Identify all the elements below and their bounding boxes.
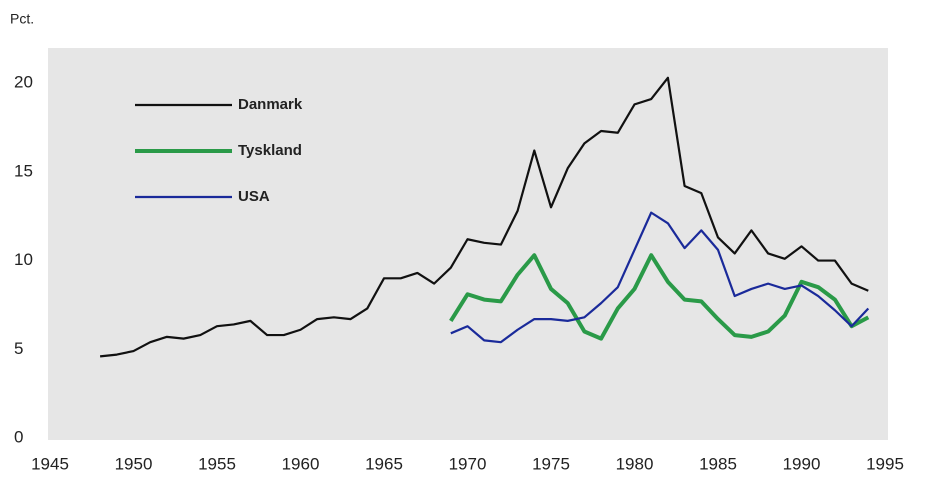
x-tick-label: 1990: [783, 454, 821, 473]
x-tick-label: 1965: [365, 454, 403, 473]
x-tick-label: 1950: [115, 454, 153, 473]
legend-label: Tyskland: [238, 142, 302, 159]
y-axis-label: Pct.: [10, 11, 34, 27]
y-tick-label: 10: [14, 250, 33, 269]
x-tick-label: 1970: [449, 454, 487, 473]
x-tick-label: 1960: [282, 454, 320, 473]
line: [99, 76, 869, 358]
legend-label: USA: [238, 188, 270, 205]
x-tick-label: 1975: [532, 454, 570, 473]
x-tick-label: 1985: [699, 454, 737, 473]
plot-background: [48, 48, 888, 440]
x-tick-label: 1945: [31, 454, 69, 473]
y-tick-label: 0: [14, 427, 23, 446]
y-tick-label: 20: [14, 73, 33, 92]
x-tick-label: 1980: [616, 454, 654, 473]
y-tick-label: 5: [14, 339, 23, 358]
line: [449, 253, 870, 341]
line: [450, 211, 870, 344]
y-tick-label: 15: [14, 161, 33, 180]
x-tick-label: 1995: [866, 454, 904, 473]
x-tick-label: 1955: [198, 454, 236, 473]
legend-label: Danmark: [238, 96, 303, 113]
